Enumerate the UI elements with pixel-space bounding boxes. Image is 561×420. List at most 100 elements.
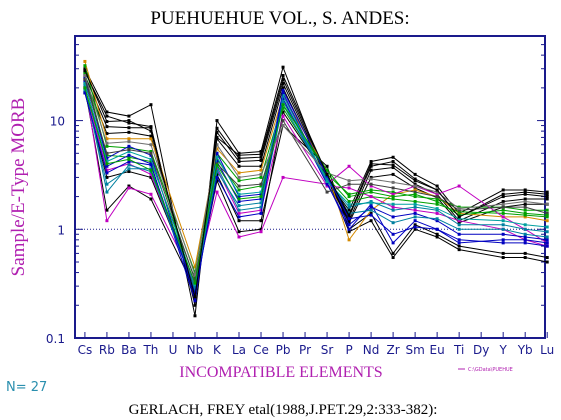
data-point: [237, 215, 241, 219]
data-point: [193, 291, 197, 295]
data-point: [501, 211, 505, 215]
data-point: [259, 168, 263, 172]
data-point: [523, 215, 527, 219]
data-point: [523, 197, 527, 201]
x-tick-label: Lu: [540, 343, 554, 357]
data-point: [259, 182, 263, 186]
data-point: [457, 238, 461, 242]
data-point: [281, 94, 285, 98]
data-point: [391, 160, 395, 164]
data-point: [435, 211, 439, 215]
data-point: [105, 110, 109, 114]
data-point: [457, 223, 461, 227]
data-point: [413, 188, 417, 192]
data-point: [215, 143, 219, 147]
data-point: [413, 227, 417, 231]
data-point: [105, 141, 109, 145]
data-point: [281, 124, 285, 128]
data-point: [127, 130, 131, 134]
data-point: [413, 215, 417, 219]
data-point: [435, 227, 439, 231]
data-point: [347, 208, 351, 212]
data-point: [347, 219, 351, 223]
sample-count: N= 27: [6, 380, 47, 395]
data-point: [369, 211, 373, 215]
data-point: [413, 211, 417, 215]
data-point: [193, 303, 197, 307]
data-point: [391, 208, 395, 212]
data-point: [391, 163, 395, 167]
data-point: [259, 208, 263, 212]
data-point: [545, 225, 549, 229]
y-tick-label: 10: [50, 115, 65, 129]
data-point: [545, 211, 549, 215]
data-point: [435, 192, 439, 196]
data-point: [523, 238, 527, 242]
data-point: [259, 195, 263, 199]
data-point: [413, 172, 417, 176]
data-point: [237, 211, 241, 215]
data-point: [149, 160, 153, 164]
data-point: [369, 162, 373, 166]
data-point: [127, 114, 131, 118]
series-15: [83, 88, 549, 290]
data-point: [501, 215, 505, 219]
data-point: [127, 126, 131, 130]
data-point: [193, 314, 197, 318]
data-point: [193, 295, 197, 299]
data-point: [105, 153, 109, 157]
data-point: [127, 146, 131, 150]
data-point: [237, 171, 241, 175]
data-point: [237, 175, 241, 179]
data-point: [237, 200, 241, 204]
data-point: [501, 241, 505, 245]
data-point: [83, 72, 87, 76]
data-point: [501, 192, 505, 196]
data-point: [193, 278, 197, 282]
data-point: [215, 126, 219, 130]
data-point: [347, 223, 351, 227]
data-point: [105, 168, 109, 172]
data-point: [281, 110, 285, 114]
data-point: [523, 232, 527, 236]
data-point: [83, 68, 87, 72]
data-point: [457, 244, 461, 248]
x-tick-label: Y: [499, 343, 508, 357]
data-point: [259, 155, 263, 159]
data-point: [149, 143, 153, 147]
data-point: [457, 208, 461, 212]
data-point: [545, 213, 549, 217]
data-point: [281, 73, 285, 77]
data-point: [501, 251, 505, 255]
data-point: [149, 149, 153, 153]
y-tick-label: 0.1: [46, 332, 65, 346]
data-point: [347, 164, 351, 168]
data-point: [391, 256, 395, 260]
x-tick-label: La: [232, 343, 246, 357]
data-point: [281, 65, 285, 69]
data-point: [105, 164, 109, 168]
data-point: [325, 172, 329, 176]
data-point: [149, 163, 153, 167]
data-point: [413, 219, 417, 223]
data-point: [545, 219, 549, 223]
data-point: [413, 179, 417, 183]
data-point: [127, 157, 131, 161]
data-point: [523, 256, 527, 260]
data-point: [215, 160, 219, 164]
data-point: [413, 208, 417, 212]
data-point: [325, 175, 329, 179]
data-point: [105, 144, 109, 148]
x-tick-label: K: [213, 343, 222, 357]
series-17: [83, 77, 549, 283]
file-label: C:\GData\PUEHUE: [468, 367, 513, 373]
data-point: [501, 202, 505, 206]
data-point: [105, 125, 109, 129]
data-point: [523, 223, 527, 227]
data-point: [413, 225, 417, 229]
data-point: [435, 217, 439, 221]
data-point: [391, 172, 395, 176]
data-point: [237, 219, 241, 223]
data-point: [523, 213, 527, 217]
x-tick-label: Nb: [187, 343, 204, 357]
